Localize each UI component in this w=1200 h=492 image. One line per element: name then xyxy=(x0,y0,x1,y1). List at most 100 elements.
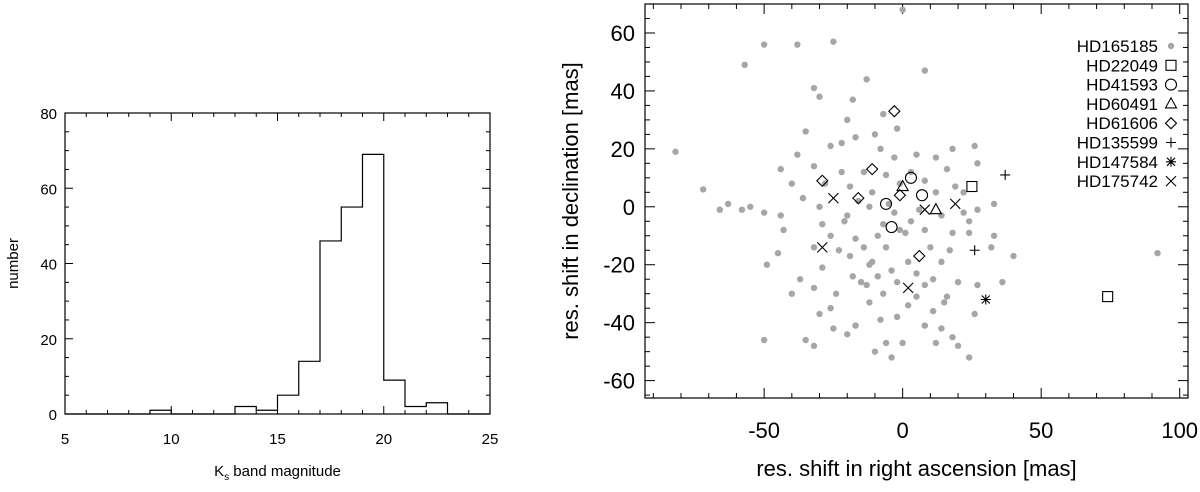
scatter-point-dot xyxy=(838,168,845,176)
scatter-point-dot xyxy=(943,165,951,173)
scatter-x-axis-label: res. shift in right ascension [mas] xyxy=(756,456,1076,481)
scatter-point-diamond xyxy=(865,162,879,176)
scatter-point-dot xyxy=(913,270,920,277)
scatter-point-dot xyxy=(932,189,940,196)
scatter-point-dot xyxy=(932,339,940,347)
scatter-y-tick-label: 60 xyxy=(611,21,635,46)
scatter-point-dot xyxy=(888,267,895,274)
scatter-point-dot xyxy=(724,200,732,208)
scatter-point-dot xyxy=(893,125,901,132)
histogram-plot-frame xyxy=(64,112,491,415)
scatter-point-triangle xyxy=(896,179,910,192)
scatter-point-dot xyxy=(810,244,818,251)
scatter-point-dot xyxy=(738,206,746,213)
scatter-point-dot xyxy=(960,209,967,216)
histogram-x-tick-label: 5 xyxy=(61,431,69,448)
scatter-point-dot xyxy=(866,261,873,268)
scatter-point-dot xyxy=(938,325,945,332)
legend-label: HD60491 xyxy=(1086,95,1158,114)
legend-label: HD61606 xyxy=(1086,114,1158,133)
scatter-point-dot xyxy=(974,160,981,167)
scatter-point-dot xyxy=(874,273,881,280)
legend-marker-cross xyxy=(1165,175,1177,187)
scatter-point-dot xyxy=(885,200,892,208)
scatter-point-dot xyxy=(954,278,962,286)
legend-marker-diamond xyxy=(1164,116,1178,130)
histogram-panel: 5 10 15 20 25 0 20 40 60 80 Ks band magnitude num… xyxy=(5,106,498,483)
scatter-point-dot xyxy=(844,212,851,219)
legend-label: HD165185 xyxy=(1077,37,1158,56)
scatter-point-dot xyxy=(827,142,834,150)
scatter-point-cross xyxy=(827,192,839,204)
scatter-point-dot xyxy=(868,189,876,196)
scatter-point-dot xyxy=(1010,252,1017,260)
scatter-point-dot xyxy=(949,229,956,237)
scatter-point-dot xyxy=(777,165,784,173)
legend-marker-dot xyxy=(1167,42,1175,50)
scatter-point-diamond xyxy=(893,188,907,202)
scatter-point-dot xyxy=(943,293,951,300)
scatter-point-dot xyxy=(952,183,959,190)
scatter-point-dot xyxy=(819,264,826,271)
scatter-point-dot xyxy=(946,247,953,254)
scatter-point-dot xyxy=(672,148,679,155)
scatter-point-dot xyxy=(830,38,837,45)
histogram-y-tick-label: 60 xyxy=(40,181,57,198)
scatter-point-dot xyxy=(893,313,901,321)
scatter-point-diamond xyxy=(912,249,926,263)
scatter-point-dot xyxy=(857,278,865,286)
scatter-point-dot xyxy=(916,206,923,213)
scatter-point-dot xyxy=(888,354,895,361)
scatter-point-dot xyxy=(827,304,834,312)
scatter-point-dot xyxy=(913,151,920,158)
scatter-point-dot xyxy=(816,93,823,100)
scatter-point-dot xyxy=(780,226,787,234)
scatter-y-tick-label: 20 xyxy=(611,137,635,162)
scatter-point-dot xyxy=(777,212,784,219)
scatter-point-dot xyxy=(874,232,881,239)
scatter-point-dot xyxy=(974,206,981,213)
scatter-point-dot xyxy=(794,151,801,158)
scatter-x-tick-label: -50 xyxy=(748,418,780,443)
scatter-point-diamond xyxy=(888,104,901,118)
scatter-point-dot xyxy=(788,290,796,297)
scatter-point-dot xyxy=(999,278,1006,286)
scatter-point-dot xyxy=(990,232,998,239)
scatter-point-dot xyxy=(880,290,887,297)
scatter-point-dot xyxy=(921,281,929,289)
scatter-point-dot xyxy=(838,139,845,147)
scatter-point-dot xyxy=(849,96,856,103)
scatter-point-dot xyxy=(716,206,724,213)
scatter-point-dot xyxy=(902,229,909,237)
scatter-point-circle xyxy=(879,197,893,210)
scatter-point-dot xyxy=(891,154,898,161)
scatter-point-dot xyxy=(938,258,945,266)
legend-marker-square xyxy=(1165,59,1177,71)
scatter-y-tick-label: 40 xyxy=(611,79,635,104)
scatter-point-dot xyxy=(846,183,854,190)
scatter-point-dot xyxy=(921,226,929,234)
scatter-point-dot xyxy=(880,220,887,228)
scatter-point-dot xyxy=(794,41,801,48)
scatter-point-dot xyxy=(988,244,995,251)
legend-marker-triangle xyxy=(1164,96,1178,109)
scatter-point-dot xyxy=(882,339,890,347)
scatter-point-dot xyxy=(760,209,768,216)
scatter-point-dot xyxy=(904,302,912,309)
scatter-point-dot xyxy=(788,180,796,187)
histogram-y-tick-label: 80 xyxy=(40,106,57,123)
scatter-panel: -50 0 50 100 -60 -40 -20 0 20 40 60 HD165185HD2204… xyxy=(558,3,1198,481)
scatter-point-dot xyxy=(816,203,823,210)
scatter-point-dot xyxy=(941,299,948,306)
scatter-point-dot xyxy=(929,307,937,315)
scatter-point-cross xyxy=(919,204,931,216)
scatter-point-dot xyxy=(810,163,818,170)
scatter-point-dot xyxy=(841,218,848,225)
scatter-point-cross xyxy=(949,198,961,210)
scatter-point-dot xyxy=(949,333,956,341)
scatter-point-dot xyxy=(965,218,973,225)
scatter-point-dot xyxy=(880,110,887,118)
scatter-point-asterisk xyxy=(980,294,991,305)
scatter-point-dot xyxy=(844,331,851,338)
